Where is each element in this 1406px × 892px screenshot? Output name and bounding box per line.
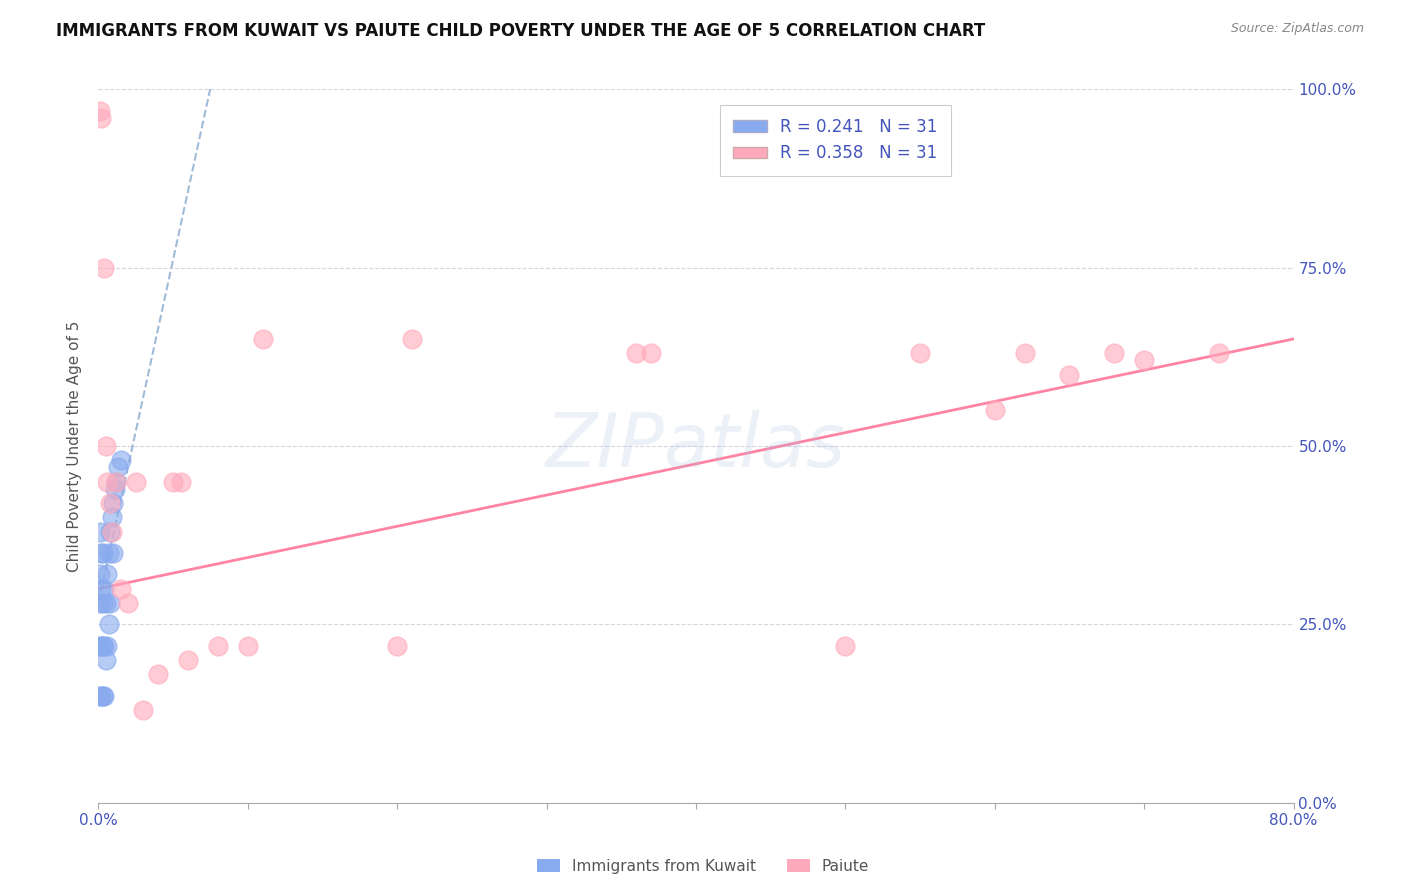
Point (90, 639, 112, 653)
Legend: R = 0.241   N = 31, R = 0.358   N = 31: R = 0.241 N = 31, R = 0.358 N = 31 (720, 104, 950, 176)
Point (89, 689, 111, 703)
Point (89, 524, 111, 539)
Point (104, 482, 127, 496)
Point (90, 689, 112, 703)
Point (148, 667, 170, 681)
Point (401, 332, 423, 346)
Point (93, 582, 115, 596)
Point (91, 639, 114, 653)
Point (89, 567, 111, 582)
Point (89, 596, 111, 610)
Point (169, 475, 191, 489)
Point (96, 639, 118, 653)
Point (90, 111, 112, 125)
Point (96, 567, 118, 582)
Point (107, 460, 129, 475)
Point (177, 653, 200, 667)
Point (1208, 346, 1230, 360)
Text: ZIPatlas: ZIPatlas (546, 410, 846, 482)
Point (236, 639, 259, 653)
Point (94, 596, 117, 610)
Point (90, 582, 112, 596)
Point (97, 617, 120, 632)
Point (98, 496, 122, 510)
Legend: Immigrants from Kuwait, Paiute: Immigrants from Kuwait, Paiute (531, 853, 875, 880)
Point (98, 596, 122, 610)
Y-axis label: Child Poverty Under the Age of 5: Child Poverty Under the Age of 5 (67, 320, 83, 572)
Point (103, 496, 125, 510)
Point (96, 475, 118, 489)
Point (89, 103, 111, 118)
Point (94, 653, 117, 667)
Point (101, 510, 124, 524)
Point (984, 403, 1007, 417)
Point (103, 546, 125, 560)
Point (125, 475, 148, 489)
Point (1133, 353, 1156, 368)
Point (640, 346, 662, 360)
Point (1104, 346, 1126, 360)
Text: Source: ZipAtlas.com: Source: ZipAtlas.com (1230, 22, 1364, 36)
Point (89, 639, 111, 653)
Point (90, 546, 112, 560)
Point (97, 546, 120, 560)
Point (91, 546, 114, 560)
Point (162, 475, 184, 489)
Point (110, 453, 132, 467)
Point (101, 524, 124, 539)
Point (94, 439, 117, 453)
Text: IMMIGRANTS FROM KUWAIT VS PAIUTE CHILD POVERTY UNDER THE AGE OF 5 CORRELATION CH: IMMIGRANTS FROM KUWAIT VS PAIUTE CHILD P… (56, 22, 986, 40)
Point (91, 689, 114, 703)
Point (105, 475, 128, 489)
Point (110, 582, 132, 596)
Point (93, 260, 115, 275)
Point (385, 639, 409, 653)
Point (252, 332, 274, 346)
Point (1014, 346, 1036, 360)
Point (93, 639, 115, 653)
Point (1059, 368, 1081, 382)
Point (91, 596, 114, 610)
Point (98, 524, 122, 539)
Point (105, 475, 128, 489)
Point (908, 346, 931, 360)
Point (117, 596, 139, 610)
Point (132, 703, 155, 717)
Point (626, 346, 648, 360)
Point (207, 639, 229, 653)
Point (93, 689, 115, 703)
Point (834, 639, 856, 653)
